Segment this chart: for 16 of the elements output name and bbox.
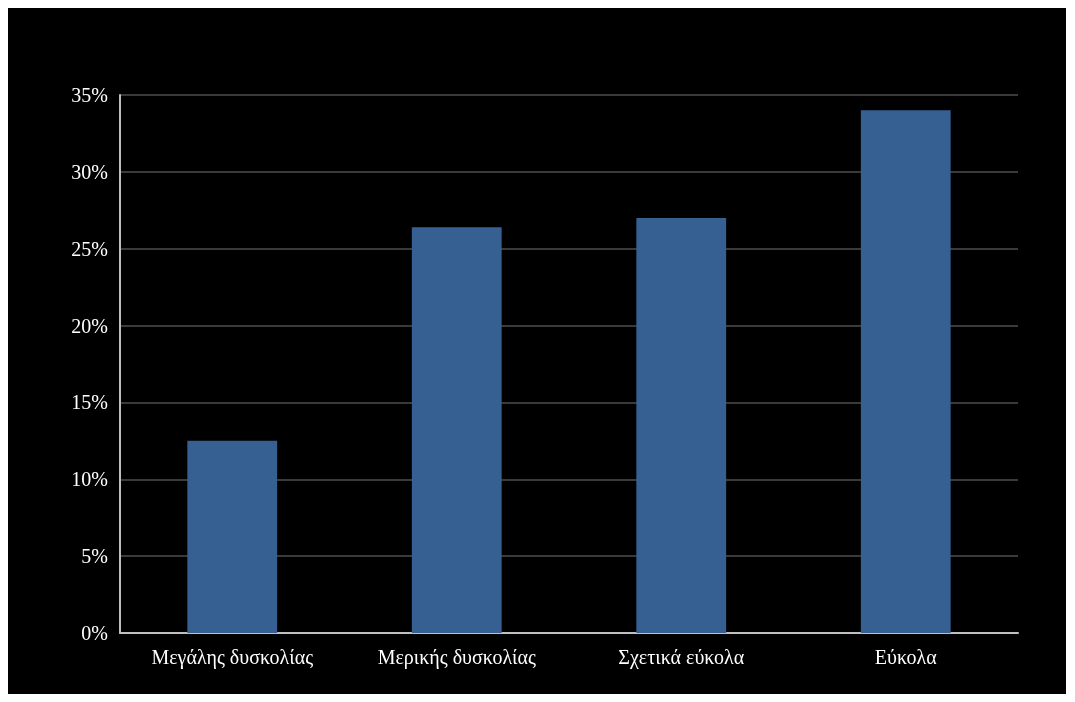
y-tick-label: 25% <box>71 237 108 260</box>
y-tick-label: 30% <box>71 160 108 183</box>
y-tick-label: 10% <box>71 468 108 491</box>
x-tick-label: Μερικής δυσκολίας <box>377 646 536 669</box>
bar <box>411 227 502 633</box>
y-tick-label: 35% <box>71 84 108 106</box>
x-tick-label: Εύκολα <box>874 646 938 668</box>
y-tick-label: 0% <box>81 622 108 644</box>
y-tick-label: 20% <box>71 314 108 337</box>
y-tick-label: 5% <box>81 545 108 568</box>
bar <box>860 110 951 633</box>
bar <box>636 217 727 633</box>
bar <box>187 440 278 633</box>
x-tick-label: Μεγάλης δυσκολίας <box>151 646 314 669</box>
y-tick-label: 15% <box>71 391 108 414</box>
x-tick-label: Σχετικά εύκολα <box>618 646 745 669</box>
